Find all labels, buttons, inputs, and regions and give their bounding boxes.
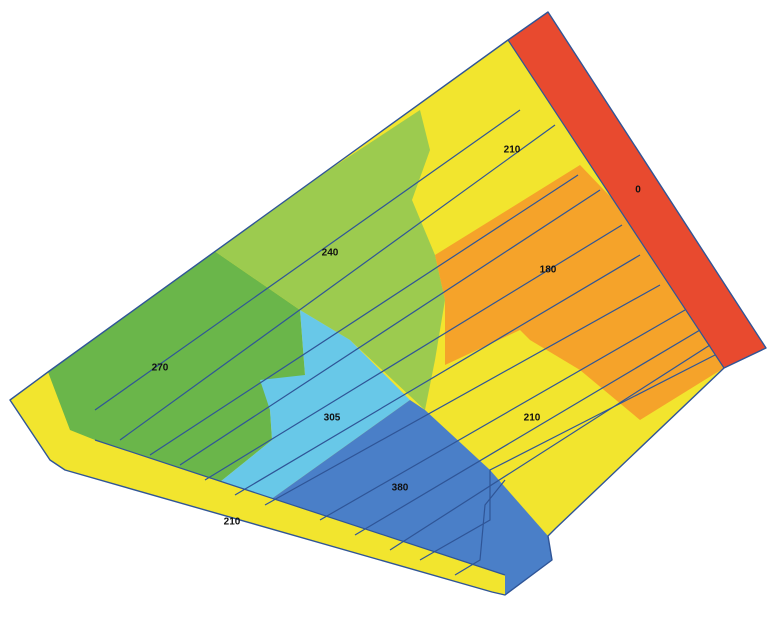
- zone-label-180: 180: [540, 265, 557, 276]
- zone-label-210-ne: 210: [504, 145, 521, 156]
- zone-label-270: 270: [152, 363, 169, 374]
- zone-label-0: 0: [635, 185, 641, 196]
- zone-label-305: 305: [324, 413, 341, 424]
- row-lines: [94, 39, 725, 576]
- field-outline: [9, 11, 767, 596]
- zone-180-area: [435, 165, 724, 420]
- zone-label-210-se: 210: [524, 413, 541, 424]
- zone-0-area: [508, 12, 766, 368]
- zone-240-area: [210, 110, 445, 410]
- zone-210-strip-area: [10, 372, 505, 595]
- zone-270-area: [48, 248, 305, 490]
- zone-label-380: 380: [392, 483, 409, 494]
- zone-305-area: [210, 310, 410, 500]
- zone-label-210-strip: 210: [224, 517, 241, 528]
- zone-label-240: 240: [322, 248, 339, 259]
